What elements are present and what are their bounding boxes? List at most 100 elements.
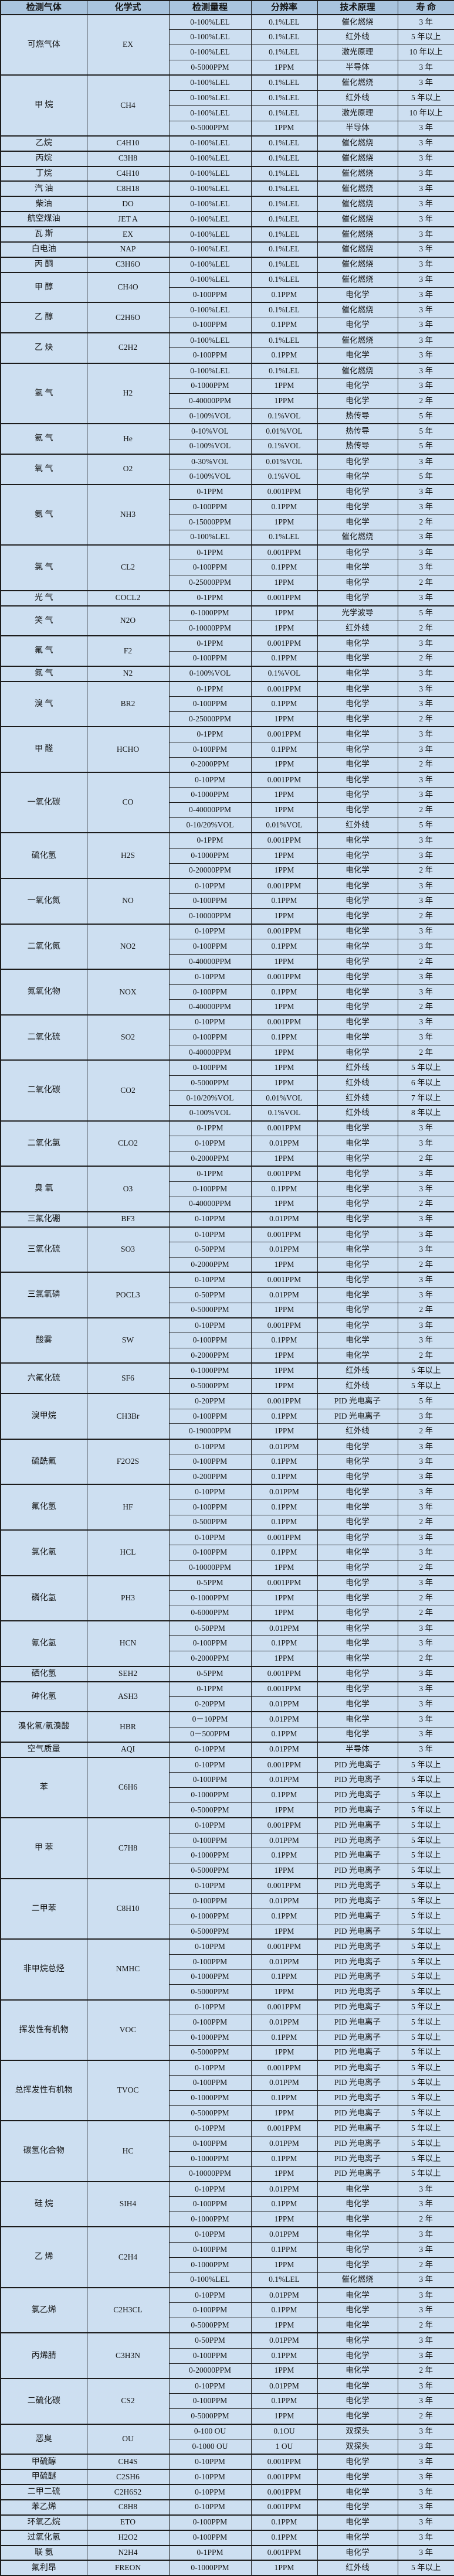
principle-cell: 电化学	[317, 665, 398, 682]
gas-name-cell: 二硫化碳	[0, 2378, 87, 2425]
range-cell: 0-1PPM	[168, 832, 252, 849]
table-row: 硫化氢 H2S 0-1PPM 0.001PPM 电化学 3 年	[0, 832, 454, 879]
lifespan-cell: 3 年	[397, 1242, 454, 1258]
lifespan-cell: 6 年以上	[397, 1075, 454, 1091]
resolution-cell: 0.001PPM	[250, 1938, 318, 1955]
range-cell: 0-10PPM	[168, 1999, 252, 2015]
range-cell: 0-2000PPM	[168, 1150, 252, 1167]
gas-name-cell: 氟化氢	[0, 1484, 87, 1531]
resolution-cell: 0.001PPM	[250, 923, 318, 939]
gas-formula-cell: C6H6	[86, 1756, 170, 1818]
resolution-cell: 1 OU	[250, 2439, 318, 2455]
resolution-cell: 1PPM	[250, 620, 318, 636]
resolution-cell: 1PPM	[250, 2363, 318, 2379]
resolution-cell: 1PPM	[250, 711, 318, 727]
gas-formula-cell: SO3	[86, 1226, 170, 1273]
lifespan-cell: 3 年	[397, 2393, 454, 2410]
resolution-cell: 0.1PPM	[250, 1408, 318, 1425]
lifespan-cell: 5 年以上	[397, 1863, 454, 1879]
resolution-cell: 0.1PPM	[250, 1499, 318, 1515]
principle-cell: 电化学	[317, 1242, 398, 1258]
gas-formula-cell: C3H6O	[86, 256, 170, 273]
lifespan-cell: 2 年	[397, 1651, 454, 1667]
range-cell: 0-100%LEL	[168, 105, 252, 121]
principle-cell: 电化学	[317, 832, 398, 849]
range-cell: 0-1PPM	[168, 483, 252, 500]
gas-formula-cell: HC	[86, 2120, 170, 2182]
resolution-cell: 0.1%LEL	[250, 241, 318, 258]
gas-name-cell: 磷化氢	[0, 1575, 87, 1621]
gas-name-cell: 二甲二硫	[0, 2484, 87, 2500]
gas-formula-cell: CS2	[86, 2378, 170, 2425]
gas-formula-cell: C4H10	[86, 165, 170, 182]
resolution-cell: 0.01PPM	[250, 1211, 318, 1228]
gas-formula-cell: O2	[86, 453, 170, 485]
range-cell: 0-10PPM	[168, 771, 252, 788]
lifespan-cell: 2 年	[397, 1560, 454, 1576]
table-row: 0-100PPM 0.1PPM 电化学 3 年	[1, 499, 454, 515]
lifespan-cell: 3 年	[397, 2272, 454, 2288]
gas-name-cell: 硒化氢	[0, 1665, 87, 1682]
principle-cell: 电化学	[317, 741, 398, 758]
principle-cell: PID 光电离子	[317, 2166, 398, 2182]
resolution-cell: 0.01PPM	[250, 1711, 318, 1727]
table-row: 二氧化碳 CO2 0-100PPM 1PPM 红外线 5 年以上	[0, 1059, 454, 1122]
resolution-cell: 0.001PPM	[250, 1014, 318, 1031]
principle-cell: 电化学	[317, 923, 398, 939]
range-cell: 0-10PPM	[168, 1136, 252, 1151]
range-cell: 0-10/20%VOL	[168, 1090, 252, 1106]
gas-formula-cell: NOX	[86, 969, 170, 1016]
principle-cell: 电化学	[317, 2363, 398, 2379]
gas-name-cell: 溴 气	[0, 680, 87, 727]
resolution-cell: 0.1PPM	[250, 347, 318, 364]
lifespan-cell: 3 年	[397, 2529, 454, 2546]
lifespan-cell: 5 年以上	[397, 1772, 454, 1788]
resolution-cell: 0.001PPM	[250, 2060, 318, 2076]
range-cell: 0-40000PPM	[168, 393, 252, 409]
table-row: 0-1000PPM 0.1PPM PID 光电离子 5 年以上	[1, 1969, 454, 1985]
range-cell: 0-100PPM	[168, 2302, 252, 2319]
resolution-cell: 0.1%LEL	[250, 256, 318, 273]
table-row: 氮氧化物 NOX 0-10PPM 0.001PPM 电化学 3 年	[0, 969, 454, 1016]
gas-formula-cell: FREON	[86, 2560, 170, 2576]
range-cell: 0-10PPM	[168, 923, 252, 939]
principle-cell: 光学波导	[317, 605, 398, 621]
principle-cell: PID 光电离子	[317, 1817, 398, 1834]
gas-name-cell: 乙 醇	[0, 302, 87, 333]
gas-formula-cell: O3	[86, 1166, 170, 1212]
table-row: 0-100PPM 0.1PPM 电化学 3 年	[1, 1030, 454, 1045]
table-row: 丙 酮 C3H6O 0-100%LEL 0.1%LEL 催化燃烧 3 年	[0, 256, 454, 273]
principle-cell: 催化燃烧	[317, 2272, 398, 2288]
range-cell: 0-100%LEL	[168, 529, 252, 546]
table-row: 0-25000PPM 1PPM 电化学 2 年	[1, 575, 454, 591]
lifespan-cell: 3 年	[397, 923, 454, 939]
lifespan-cell: 2 年	[397, 711, 454, 727]
gas-formula-cell: H2	[86, 362, 170, 424]
lifespan-cell: 3 年	[397, 1484, 454, 1500]
resolution-cell: 1PPM	[250, 1560, 318, 1576]
gas-formula-cell: C7H8	[86, 1817, 170, 1879]
resolution-cell: 0.001PPM	[250, 1681, 318, 1697]
lifespan-cell: 5 年	[397, 1393, 454, 1409]
gas-formula-cell: SF6	[86, 1362, 170, 1394]
gas-formula-cell: SO2	[86, 1014, 170, 1061]
gas-formula-cell: HCN	[86, 1620, 170, 1667]
table-row: 二甲苯 C8H10 0-10PPM 0.001PPM PID 光电离子 5 年以上	[0, 1878, 454, 1940]
resolution-cell: 0.1%LEL	[250, 302, 318, 318]
resolution-cell: 1PPM	[250, 2257, 318, 2273]
table-row: 二甲二硫 C2H6S2 0-10PPM 0.001PPM 电化学 3 年	[0, 2484, 454, 2500]
table-row: 0-40000PPM 1PPM 电化学 2 年	[1, 999, 454, 1016]
table-row: 0-5000PPM 1PPM 红外线 6 年以上	[1, 1075, 454, 1091]
lifespan-cell: 3 年	[397, 1454, 454, 1470]
table-row: 一氧化碳 CO 0-10PPM 0.001PPM 电化学 3 年	[0, 771, 454, 833]
principle-cell: 催化燃烧	[317, 74, 398, 91]
resolution-cell: 0.1PPM	[250, 1726, 318, 1743]
gas-formula-cell: HCHO	[86, 726, 170, 773]
lifespan-cell: 2 年	[397, 953, 454, 970]
resolution-cell: 1PPM	[250, 1863, 318, 1879]
resolution-cell: 0.001PPM	[250, 1166, 318, 1182]
principle-cell: 催化燃烧	[317, 196, 398, 212]
range-cell: 0-100PPM	[168, 696, 252, 713]
resolution-cell: 0.1PPM	[250, 984, 318, 1000]
